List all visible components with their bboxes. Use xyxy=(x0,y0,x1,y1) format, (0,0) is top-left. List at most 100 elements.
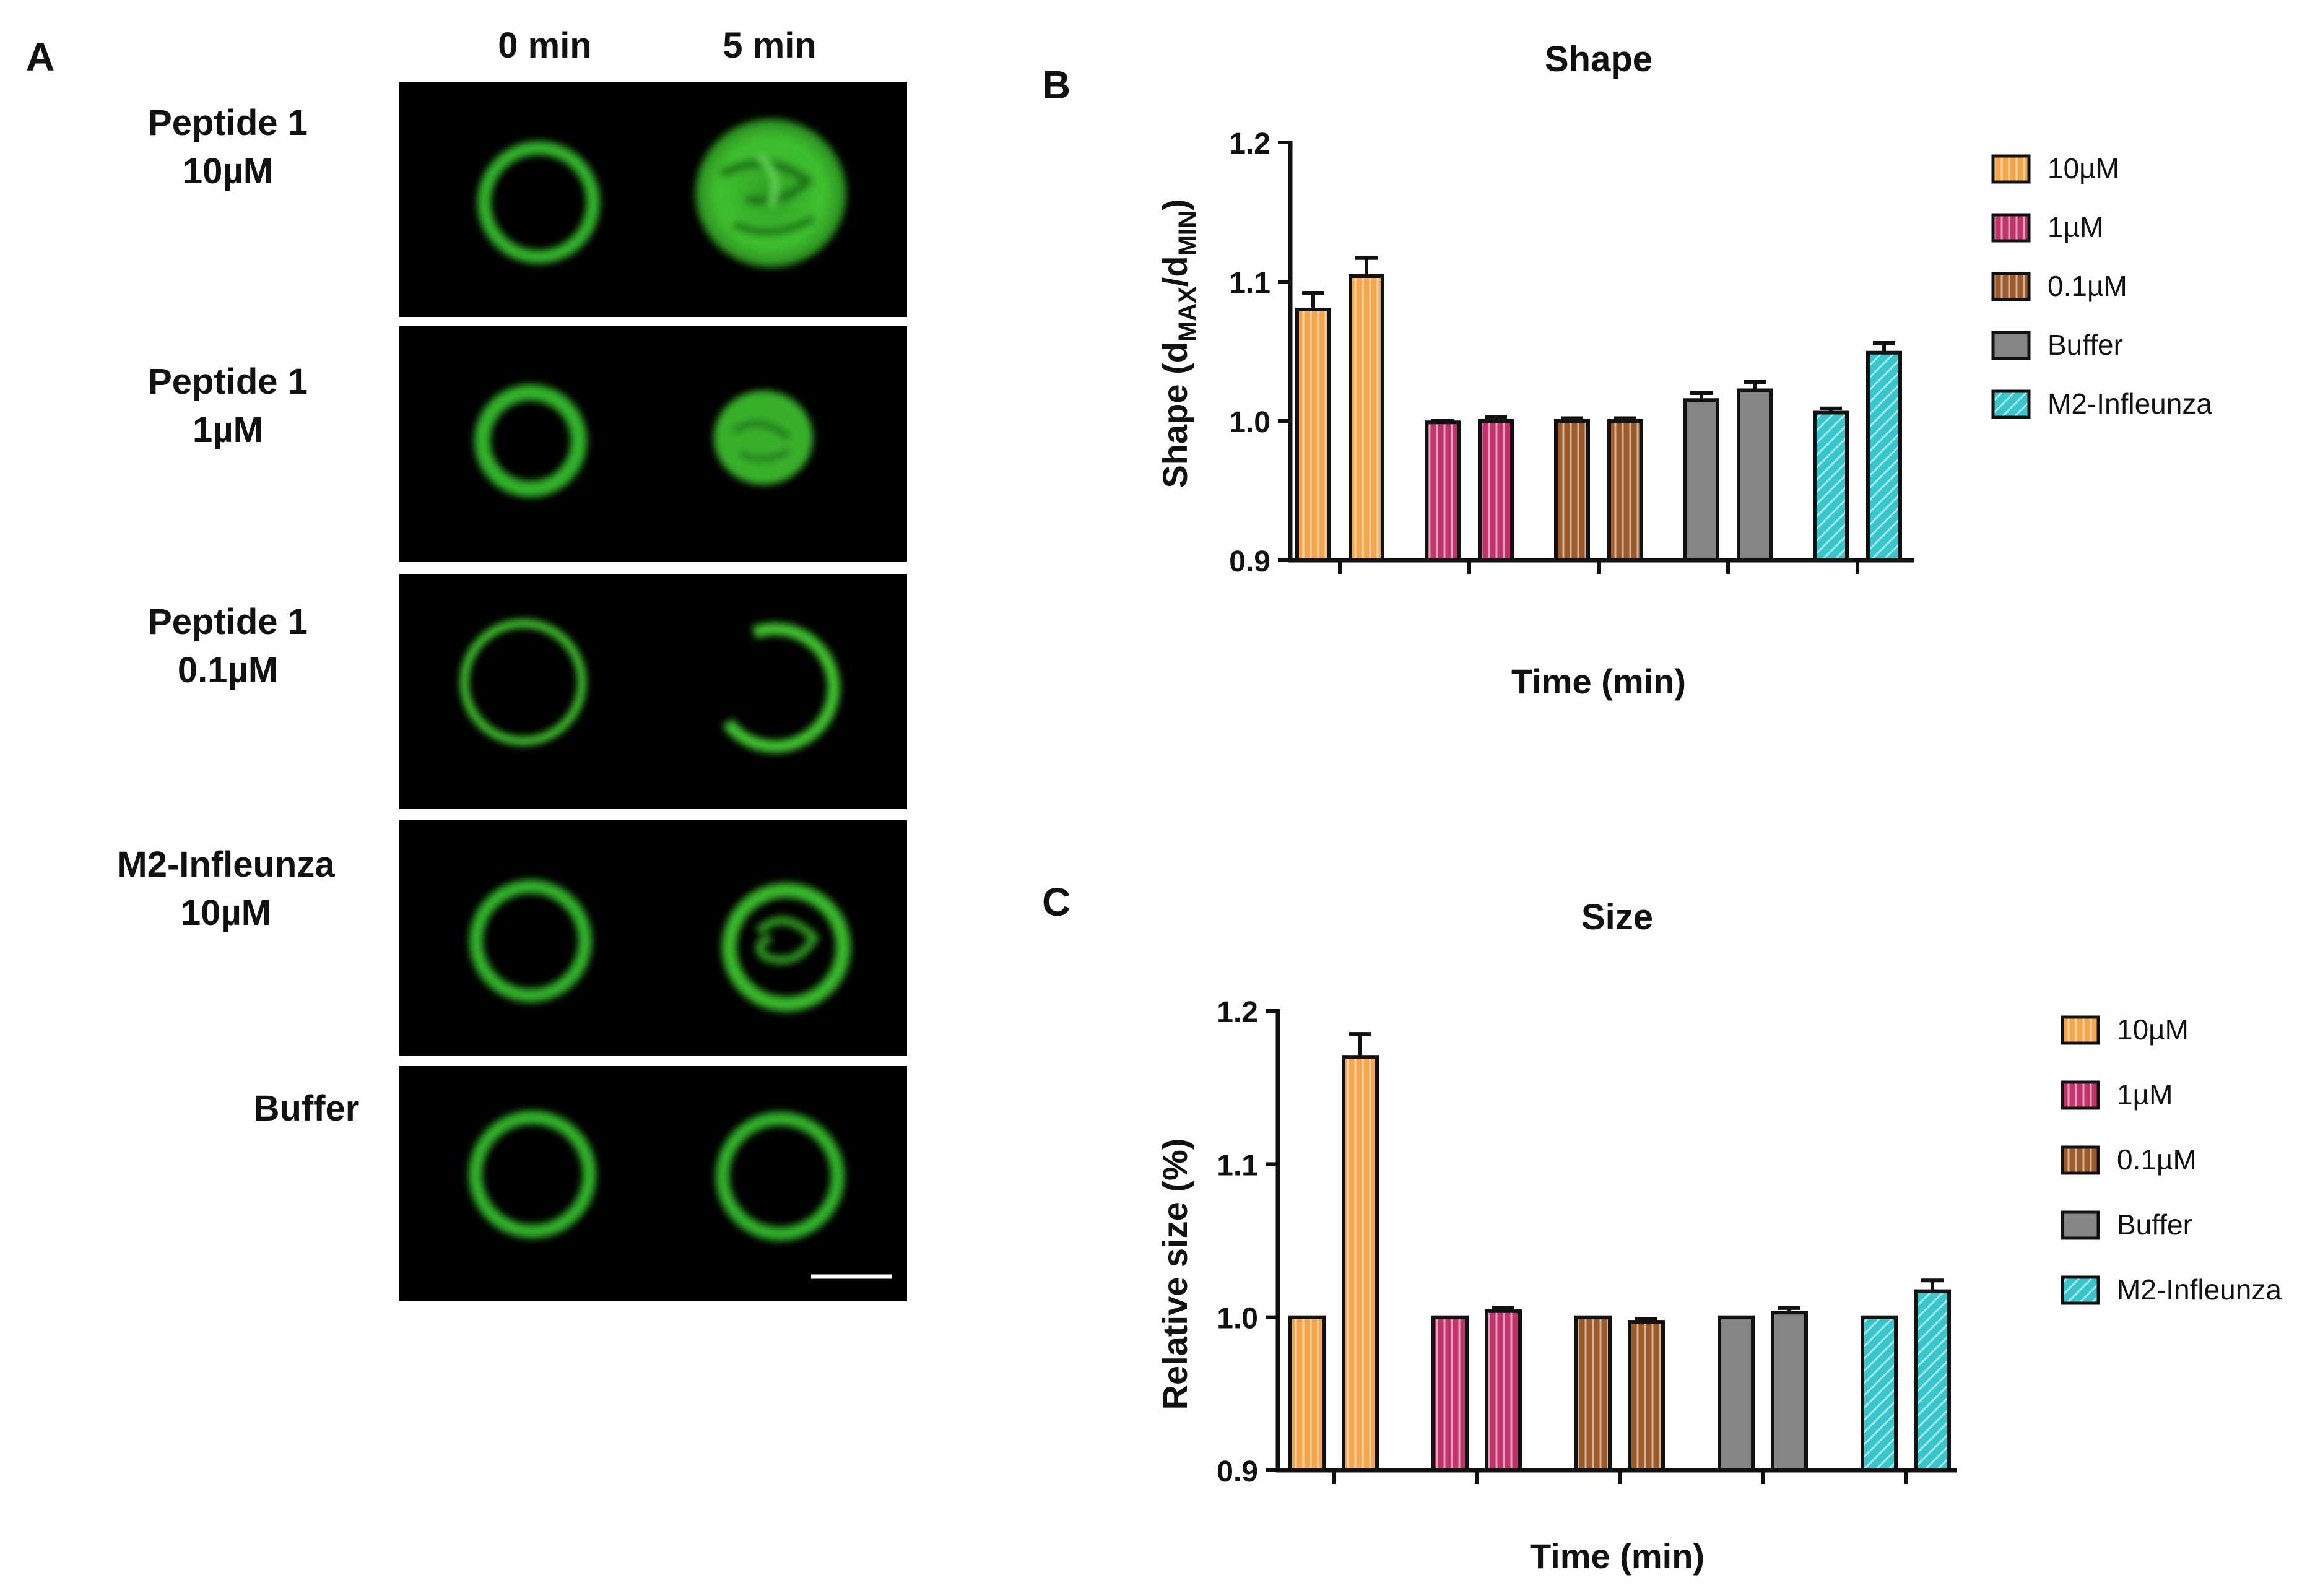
legend-label: 10µM xyxy=(2117,1013,2189,1046)
vesicle-0min xyxy=(474,384,587,497)
row-label-line1: Peptide 1 xyxy=(148,602,308,642)
legend-swatch xyxy=(1993,332,2029,358)
legend-label: 0.1µM xyxy=(2048,270,2127,302)
y-tick-label: 0.9 xyxy=(1217,1455,1258,1488)
legend-swatch-outline xyxy=(2061,1080,2100,1110)
row-label-peptide1-0.1uM: Peptide 1 0.1µM xyxy=(79,598,376,695)
micro-image-row2 xyxy=(474,384,813,497)
legend-label: M2-Infleunza xyxy=(2117,1273,2282,1306)
row-label-m2-influenza: M2-Infleunza 10µM xyxy=(77,841,375,937)
legend-swatch-hatch xyxy=(1993,215,2029,241)
legend-swatch-outline xyxy=(2061,1275,2100,1305)
y-axis-label: Shape (dMAX/dMIN) xyxy=(1155,199,1201,488)
vesicle-5min-partial xyxy=(722,622,840,753)
bar xyxy=(1685,400,1718,560)
legend-swatch-hatch xyxy=(1993,274,2029,300)
vesicle-5min-intact xyxy=(716,1112,845,1241)
micro-image-row1 xyxy=(477,119,846,267)
legend-swatch-hatch xyxy=(2062,1147,2098,1173)
bar-hatch xyxy=(1344,1057,1377,1470)
bar-hatch xyxy=(1862,1317,1896,1470)
vesicle-0min xyxy=(469,1111,596,1238)
legend-swatch-hatch xyxy=(1993,156,2029,182)
bar xyxy=(1739,390,1771,560)
legend-label: 1µM xyxy=(2048,211,2103,243)
chart-title: Shape xyxy=(1545,39,1653,79)
shape-chart: Shape Shape (dMAX/dMIN) Time (min) 0.9 1.… xyxy=(1155,39,2212,701)
legend-swatch-hatch xyxy=(2062,1017,2098,1043)
micro-image-row3 xyxy=(460,619,840,753)
bar xyxy=(1719,1317,1753,1470)
bar-hatch xyxy=(1350,276,1383,560)
vesicle-5min-folds xyxy=(722,883,851,1012)
bar-hatch xyxy=(1297,310,1329,560)
panel-a-letter: A xyxy=(26,35,55,79)
legend-label: Buffer xyxy=(2048,329,2123,361)
legend-label: 0.1µM xyxy=(2117,1143,2197,1176)
bar-hatch xyxy=(1609,421,1641,560)
x-axis-label: Time (min) xyxy=(1530,1537,1705,1576)
legend-swatch-outline xyxy=(1991,389,2031,419)
vesicle-5min-shrunken xyxy=(714,391,813,485)
micro-frame-row3 xyxy=(399,574,907,809)
x-axis-label: Time (min) xyxy=(1511,662,1686,701)
bar-hatch xyxy=(1576,1317,1610,1470)
legend-swatch-outline xyxy=(2061,1210,2100,1240)
micro-frame-row2 xyxy=(399,326,907,562)
row-label-line1: Buffer xyxy=(253,1088,360,1129)
bar-hatch xyxy=(1815,412,1847,560)
bar-hatch xyxy=(1916,1291,1949,1470)
legend-label: 1µM xyxy=(2117,1078,2173,1111)
bar-hatch xyxy=(1630,1322,1663,1470)
row-label-peptide1-1uM: Peptide 1 1µM xyxy=(79,358,376,454)
bar-hatch xyxy=(1433,1317,1467,1470)
y-tick-label: 1.1 xyxy=(1229,267,1270,300)
micro-frame-row4 xyxy=(399,820,907,1056)
legend-swatch-hatch xyxy=(1993,391,2029,417)
legend-swatch-outline xyxy=(2061,1145,2100,1175)
legend-swatch-outline xyxy=(1991,213,2031,243)
legend-label: M2-Infleunza xyxy=(2048,388,2212,420)
bar xyxy=(1773,1312,1806,1470)
row-label-line2: 1µM xyxy=(193,410,263,450)
panel-c-letter: C xyxy=(1042,880,1071,924)
vesicle-0min xyxy=(477,141,600,264)
col-header-0min: 0 min xyxy=(498,25,592,66)
row-label-line2: 10µM xyxy=(182,151,274,191)
y-axis-label: Relative size (%) xyxy=(1155,1138,1194,1410)
bar-hatch xyxy=(1427,422,1459,560)
y-tick-label: 0.9 xyxy=(1229,545,1270,578)
y-tick-label: 1.1 xyxy=(1217,1149,1258,1182)
row-label-peptide1-10uM: Peptide 1 10µM xyxy=(79,99,376,196)
row-label-line1: Peptide 1 xyxy=(148,362,308,402)
legend-swatch-hatch xyxy=(2062,1277,2098,1303)
vesicle-0min xyxy=(469,880,592,1002)
legend-swatch-outline xyxy=(1991,272,2031,301)
bar-hatch xyxy=(1868,352,1900,560)
legend-swatch-outline xyxy=(1991,154,2031,184)
micro-frame-row1 xyxy=(399,82,907,317)
micro-frame-row5 xyxy=(399,1066,907,1301)
row-label-buffer: Buffer xyxy=(158,1085,455,1133)
row-label-line2: 10µM xyxy=(180,893,272,933)
y-tick-label: 1.0 xyxy=(1217,1303,1258,1335)
panel-b-letter: B xyxy=(1042,63,1071,107)
bar-hatch xyxy=(1480,421,1512,560)
y-tick-label: 1.2 xyxy=(1229,128,1270,160)
micro-image-row5 xyxy=(469,1111,892,1279)
legend-label: Buffer xyxy=(2117,1208,2192,1241)
legend-swatch xyxy=(2062,1212,2098,1238)
row-label-line1: M2-Infleunza xyxy=(117,844,335,885)
size-chart: Size Relative size (%) Time (min) 0.9 1.0… xyxy=(1155,897,2282,1576)
bar-hatch xyxy=(1290,1317,1324,1470)
bar-hatch xyxy=(1556,421,1588,560)
legend-swatch-outline xyxy=(1991,331,2031,360)
y-tick-label: 1.0 xyxy=(1229,406,1270,439)
row-label-line1: Peptide 1 xyxy=(148,103,308,143)
legend-swatch-outline xyxy=(2061,1015,2100,1045)
legend-label: 10µM xyxy=(2048,152,2119,184)
vesicle-5min-disrupted xyxy=(695,119,846,267)
col-header-5min: 5 min xyxy=(723,25,817,66)
vesicle-0min xyxy=(460,619,586,745)
row-label-line2: 0.1µM xyxy=(177,650,279,690)
